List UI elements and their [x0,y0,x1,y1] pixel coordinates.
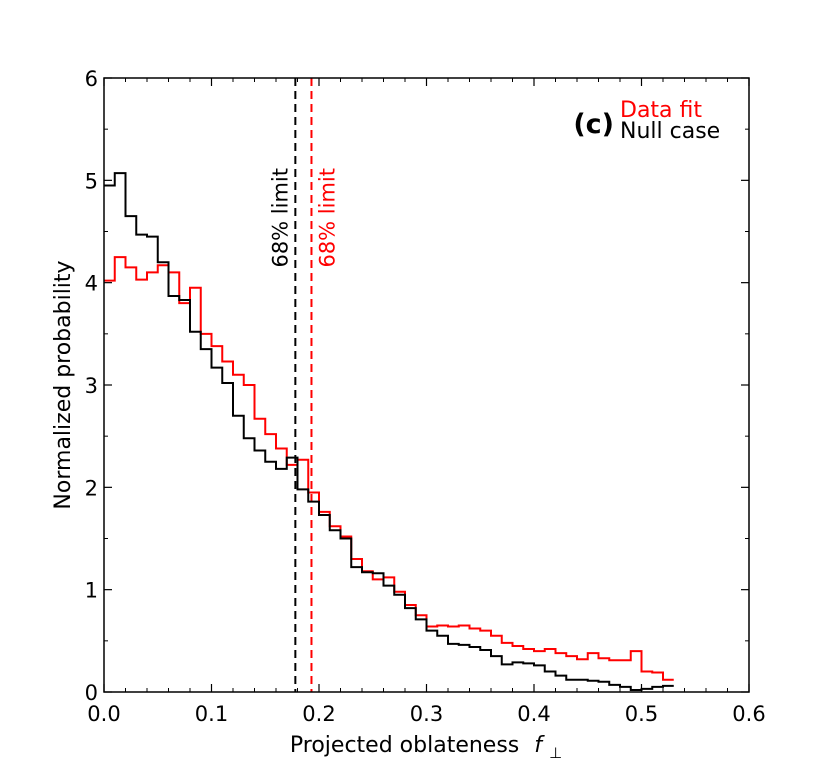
x-tick-label: 0.5 [625,702,658,726]
legend-entry-data-fit: Data fit [620,98,702,123]
panel-label: (c) [573,109,614,140]
x-axis-label-subscript: ⊥ [549,744,562,762]
y-tick-label: 0 [85,681,98,705]
limit-label-0: 68% limit [268,168,292,268]
x-axis-label-symbol: f [534,733,545,758]
y-tick-label: 2 [85,476,98,500]
y-axis-label: Normalized probability [51,260,76,509]
y-tick-label: 4 [85,272,98,296]
x-tick-label: 0.2 [302,702,335,726]
x-tick-label: 0.3 [410,702,443,726]
series-null-case [104,172,674,691]
y-tick-label: 5 [85,169,98,193]
x-tick-label: 0.6 [732,702,765,726]
x-tick-label: 0.1 [195,702,228,726]
x-tick-label: 0.0 [87,702,120,726]
y-tick-label: 3 [85,374,98,398]
limit-label-1: 68% limit [315,168,339,268]
y-tick-label: 1 [85,579,98,603]
x-tick-label: 0.4 [517,702,550,726]
legend-entry-null-case: Null case [620,119,720,144]
x-axis-label: Projected oblateness f ⊥ [290,733,562,762]
y-tick-label: 6 [85,67,98,91]
x-axis-label-text: Projected oblateness [290,733,519,758]
